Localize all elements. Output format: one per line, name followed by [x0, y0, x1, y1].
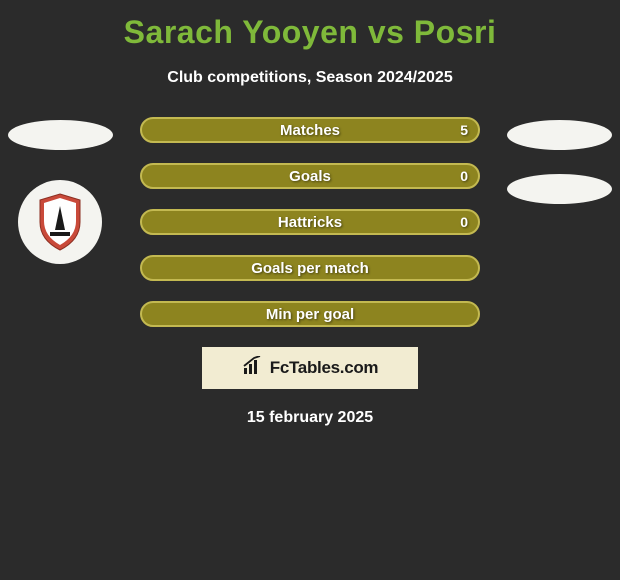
brand-text: FcTables.com — [270, 358, 379, 378]
stat-right-value: 0 — [460, 214, 468, 230]
stats-container: Matches 5 Goals 0 Hattricks 0 Goals per … — [140, 117, 480, 327]
stat-bar-goals-per-match: Goals per match — [140, 255, 480, 281]
player-left-placeholder — [8, 120, 113, 150]
shield-icon — [36, 192, 84, 252]
stat-label: Goals per match — [251, 260, 369, 277]
stat-label: Hattricks — [278, 214, 342, 231]
club-right-placeholder — [507, 174, 612, 204]
right-badge-column — [507, 120, 612, 204]
stat-right-value: 0 — [460, 168, 468, 184]
date-text: 15 february 2025 — [0, 409, 620, 427]
stat-label: Matches — [280, 122, 340, 139]
stat-label: Goals — [289, 168, 331, 185]
brand-box[interactable]: FcTables.com — [202, 347, 418, 389]
subtitle: Club competitions, Season 2024/2025 — [0, 69, 620, 87]
stat-bar-hattricks: Hattricks 0 — [140, 209, 480, 235]
stat-bar-matches: Matches 5 — [140, 117, 480, 143]
page-title: Sarach Yooyen vs Posri — [0, 0, 620, 51]
stat-label: Min per goal — [266, 306, 354, 323]
stat-bar-goals: Goals 0 — [140, 163, 480, 189]
player-right-placeholder — [507, 120, 612, 150]
stat-right-value: 5 — [460, 122, 468, 138]
bar-chart-icon — [242, 356, 264, 381]
club-badge-left — [18, 180, 102, 264]
left-badge-column — [8, 120, 113, 264]
stat-bar-min-per-goal: Min per goal — [140, 301, 480, 327]
